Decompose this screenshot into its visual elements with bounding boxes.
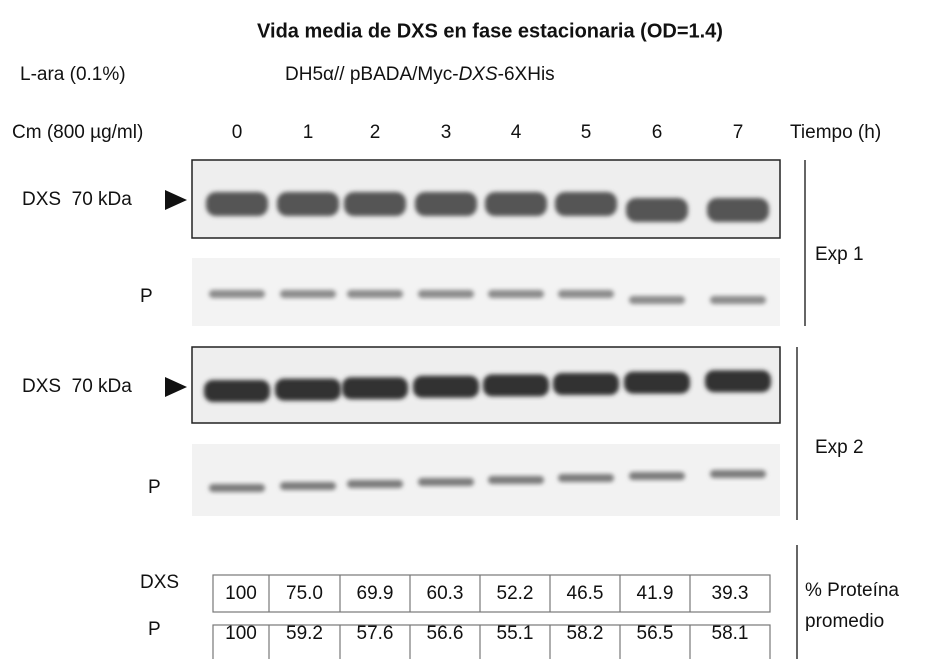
table-caption: promedio [805, 611, 884, 632]
cell: 46.5 [567, 583, 604, 604]
band [415, 192, 477, 216]
band [558, 474, 614, 482]
cell: 52.2 [497, 583, 534, 604]
control-label: P [140, 286, 153, 307]
cell: 100 [225, 583, 257, 604]
band [485, 192, 547, 216]
blot-strip [192, 258, 780, 326]
band [705, 370, 771, 392]
time-unit: Tiempo (h) [790, 122, 881, 143]
band [488, 290, 544, 298]
band [707, 198, 769, 222]
band [710, 470, 766, 478]
band [209, 484, 265, 492]
arrow [165, 190, 187, 210]
band [626, 198, 688, 222]
cell: 60.3 [427, 583, 464, 604]
lane-label: 0 [232, 122, 243, 143]
cell: 41.9 [637, 583, 674, 604]
band [483, 374, 549, 396]
target-label: DXS 70 kDa [22, 376, 132, 397]
band [280, 290, 336, 298]
band [555, 192, 617, 216]
band [275, 379, 341, 401]
lane-label: 5 [581, 122, 592, 143]
control-label: P [148, 477, 161, 498]
band [344, 192, 406, 216]
cell: 69.9 [357, 583, 394, 604]
lane-label: 4 [511, 122, 522, 143]
blot-strip [192, 444, 780, 516]
strain: DH5α// pBADA/Myc-DXS-6XHis [285, 64, 555, 85]
strain-gene: DXS [459, 64, 498, 85]
band [553, 373, 619, 395]
table-caption: % Proteína [805, 580, 899, 601]
figure: Vida media de DXS en fase estacionaria (… [0, 0, 938, 659]
cell: 57.6 [357, 623, 394, 644]
treatment: Cm (800 µg/ml) [12, 122, 143, 143]
title: Vida media de DXS en fase estacionaria (… [257, 20, 723, 42]
band [206, 192, 268, 216]
cell: 39.3 [712, 583, 749, 604]
band [204, 380, 270, 402]
lane-label: 1 [303, 122, 314, 143]
cell: 56.5 [637, 623, 674, 644]
band [629, 296, 685, 304]
band [280, 482, 336, 490]
cell: 56.6 [427, 623, 464, 644]
band [710, 296, 766, 304]
cell: 59.2 [286, 623, 323, 644]
band [418, 290, 474, 298]
lane-label: 3 [441, 122, 452, 143]
band [347, 480, 403, 488]
band [488, 476, 544, 484]
lane-label: 7 [733, 122, 744, 143]
cell: 100 [225, 623, 257, 644]
inducer: L-ara (0.1%) [20, 64, 126, 85]
cell: 58.2 [567, 623, 604, 644]
band [413, 376, 479, 398]
strain-part: -6XHis [498, 64, 555, 85]
band [629, 472, 685, 480]
cell: 58.1 [712, 623, 749, 644]
band [342, 377, 408, 399]
lane-label: 6 [652, 122, 663, 143]
table: DXS 100 75.0 69.9 60.3 52.2 46.5 41.9 39.3 P 100 59… [140, 572, 899, 659]
experiment-label: Exp 1 [815, 244, 864, 265]
row-label: P [148, 619, 161, 640]
band [347, 290, 403, 298]
arrow [165, 377, 187, 397]
band [277, 192, 339, 216]
lane-label: 2 [370, 122, 381, 143]
strain-part: DH5α// pBADA/Myc- [285, 64, 459, 85]
experiment-label: Exp 2 [815, 437, 864, 458]
band [209, 290, 265, 298]
cell: 55.1 [497, 623, 534, 644]
target-label: DXS 70 kDa [22, 189, 132, 210]
band [624, 372, 690, 394]
cell: 75.0 [286, 583, 323, 604]
band [558, 290, 614, 298]
band [418, 478, 474, 486]
row-label: DXS [140, 572, 179, 593]
